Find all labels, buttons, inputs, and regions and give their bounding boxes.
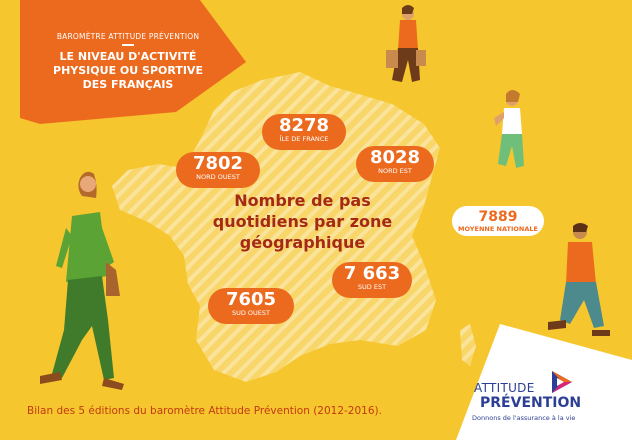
shopping-woman-illustration [386,5,426,82]
region-bubble-nord-ouest: 7802 NORD OUEST [176,152,260,188]
region-value: 8278 [278,115,330,136]
walking-woman-illustration [40,171,124,390]
header-block: BAROMÈTRE ATTITUDE PRÉVENTION LE NIVEAU … [44,32,212,92]
play-triangle-icon [552,371,572,393]
region-bubble-sud-ouest: 7605 SUD OUEST [208,288,294,324]
map-title-line: quotidiens par zone [212,212,393,231]
region-bubble-nord-est: 8028 NORD EST [356,146,434,182]
france-map-shape [112,72,440,382]
logo-tagline: Donnons de l'assurance à la vie [472,414,576,422]
header-title-line: LE NIVEAU D'ACTIVITÉ [59,50,197,63]
region-label: NORD EST [378,167,412,175]
region-value: 7 663 [343,263,401,284]
corsica-shape [460,324,476,366]
logo-shape [456,324,632,440]
national-average-value: 7889 [478,209,518,225]
header-shape [20,0,246,124]
walking-girl-illustration [494,90,524,168]
header-kicker: BAROMÈTRE ATTITUDE PRÉVENTION [56,32,200,41]
map-title-line: géographique [239,233,366,252]
region-value: 8028 [369,147,421,168]
logo-word-attitude: ATTITUDE [474,381,535,395]
region-value: 7605 [225,289,277,310]
region-label: NORD OUEST [196,173,240,181]
national-average-bubble: 7889 MOYENNE NATIONALE [452,206,544,236]
source-note: Bilan des 5 éditions du baromètre Attitu… [27,405,382,417]
walking-man-illustration [548,223,610,336]
logo-word-prevention: PRÉVENTION [480,395,582,411]
region-bubble-sud-est: 7 663 SUD EST [332,262,412,298]
region-label: SUD EST [357,283,387,291]
map-title: Nombre de pas quotidiens par zone géogra… [195,190,410,253]
attitude-prevention-logo: ATTITUDE PRÉVENTION Donnons de l'assuran… [468,367,618,429]
region-label: ÎLE DE FRANCE [279,135,329,143]
header-title: LE NIVEAU D'ACTIVITÉ PHYSIQUE OU SPORTIV… [44,50,212,92]
region-label: SUD OUEST [231,309,271,317]
header-divider [122,44,134,46]
header-title-line: PHYSIQUE OU SPORTIVE [53,64,203,77]
region-value: 7802 [192,153,244,174]
national-average-label: MOYENNE NATIONALE [458,225,538,233]
header-title-line: DES FRANÇAIS [82,78,174,91]
region-bubble-ile-de-france: 8278 ÎLE DE FRANCE [262,114,346,150]
map-title-line: Nombre de pas [234,191,371,210]
